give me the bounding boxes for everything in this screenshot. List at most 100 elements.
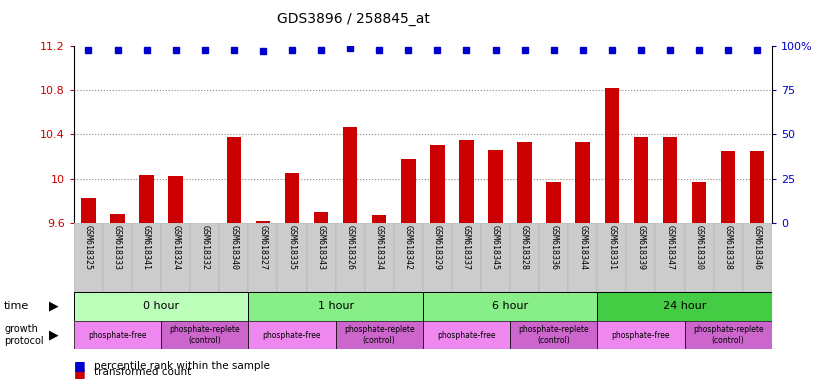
Bar bbox=[598, 292, 772, 321]
Text: GSM618345: GSM618345 bbox=[491, 225, 500, 270]
Bar bbox=[423, 292, 598, 321]
Bar bbox=[336, 321, 423, 349]
Bar bbox=[110, 214, 125, 223]
Bar bbox=[394, 223, 423, 292]
Bar bbox=[488, 150, 502, 223]
Text: GSM618334: GSM618334 bbox=[374, 225, 383, 270]
Text: GSM618346: GSM618346 bbox=[753, 225, 762, 270]
Bar bbox=[255, 220, 270, 223]
Bar bbox=[452, 223, 481, 292]
Bar bbox=[365, 223, 394, 292]
Bar bbox=[372, 215, 387, 223]
Bar bbox=[721, 151, 736, 223]
Text: phosphate-replete
(control): phosphate-replete (control) bbox=[518, 325, 589, 345]
Text: 24 hour: 24 hour bbox=[663, 301, 706, 311]
Bar bbox=[547, 182, 561, 223]
Text: growth
protocol: growth protocol bbox=[4, 324, 44, 346]
Bar bbox=[626, 223, 655, 292]
Bar bbox=[459, 140, 474, 223]
Bar bbox=[576, 142, 590, 223]
Bar bbox=[227, 137, 241, 223]
Bar bbox=[743, 223, 772, 292]
Bar bbox=[539, 223, 568, 292]
Text: phosphate-replete
(control): phosphate-replete (control) bbox=[693, 325, 764, 345]
Text: GSM618342: GSM618342 bbox=[404, 225, 413, 270]
Bar bbox=[168, 176, 183, 223]
Text: time: time bbox=[4, 301, 30, 311]
Text: 6 hour: 6 hour bbox=[492, 301, 528, 311]
Text: ■: ■ bbox=[74, 359, 85, 372]
Bar bbox=[423, 321, 510, 349]
Text: GSM618325: GSM618325 bbox=[84, 225, 93, 270]
Bar bbox=[713, 223, 743, 292]
Text: GSM618337: GSM618337 bbox=[462, 225, 471, 270]
Bar bbox=[481, 223, 510, 292]
Text: phosphate-free: phosphate-free bbox=[263, 331, 321, 339]
Bar bbox=[634, 137, 648, 223]
Bar bbox=[277, 223, 306, 292]
Bar bbox=[74, 292, 248, 321]
Bar bbox=[190, 223, 219, 292]
Text: GSM618339: GSM618339 bbox=[636, 225, 645, 270]
Text: GSM618338: GSM618338 bbox=[723, 225, 732, 270]
Text: GSM618340: GSM618340 bbox=[229, 225, 238, 270]
Bar bbox=[430, 146, 445, 223]
Bar bbox=[343, 127, 357, 223]
Text: GSM618336: GSM618336 bbox=[549, 225, 558, 270]
Text: GSM618335: GSM618335 bbox=[287, 225, 296, 270]
Bar bbox=[161, 223, 190, 292]
Text: GSM618347: GSM618347 bbox=[666, 225, 675, 270]
Bar bbox=[248, 321, 336, 349]
Bar bbox=[750, 151, 764, 223]
Bar bbox=[401, 159, 415, 223]
Text: phosphate-replete
(control): phosphate-replete (control) bbox=[169, 325, 240, 345]
Text: GSM618324: GSM618324 bbox=[171, 225, 180, 270]
Bar bbox=[248, 223, 277, 292]
Text: GSM618326: GSM618326 bbox=[346, 225, 355, 270]
Bar bbox=[685, 223, 713, 292]
Text: GSM618328: GSM618328 bbox=[520, 225, 529, 270]
Bar bbox=[604, 88, 619, 223]
Text: GSM618344: GSM618344 bbox=[578, 225, 587, 270]
Bar bbox=[198, 223, 212, 227]
Text: GSM618341: GSM618341 bbox=[142, 225, 151, 270]
Bar bbox=[568, 223, 598, 292]
Text: GSM618332: GSM618332 bbox=[200, 225, 209, 270]
Text: ▶: ▶ bbox=[48, 300, 58, 313]
Bar bbox=[517, 142, 532, 223]
Text: 1 hour: 1 hour bbox=[318, 301, 354, 311]
Bar bbox=[685, 321, 772, 349]
Text: GSM618327: GSM618327 bbox=[259, 225, 268, 270]
Text: percentile rank within the sample: percentile rank within the sample bbox=[94, 361, 270, 371]
Text: ■: ■ bbox=[74, 366, 85, 379]
Bar bbox=[663, 137, 677, 223]
Text: GSM618331: GSM618331 bbox=[608, 225, 617, 270]
Bar bbox=[140, 175, 154, 223]
Bar bbox=[306, 223, 336, 292]
Text: GSM618333: GSM618333 bbox=[113, 225, 122, 270]
Text: phosphate-replete
(control): phosphate-replete (control) bbox=[344, 325, 415, 345]
Bar bbox=[655, 223, 685, 292]
Text: ▶: ▶ bbox=[48, 329, 58, 341]
Bar bbox=[248, 292, 423, 321]
Text: GDS3896 / 258845_at: GDS3896 / 258845_at bbox=[277, 12, 429, 25]
Bar bbox=[510, 321, 598, 349]
Bar bbox=[336, 223, 365, 292]
Bar bbox=[598, 223, 626, 292]
Bar bbox=[219, 223, 248, 292]
Text: phosphate-free: phosphate-free bbox=[437, 331, 496, 339]
Text: GSM618329: GSM618329 bbox=[433, 225, 442, 270]
Text: 0 hour: 0 hour bbox=[143, 301, 179, 311]
Text: phosphate-free: phosphate-free bbox=[88, 331, 147, 339]
Bar bbox=[161, 321, 249, 349]
Bar bbox=[692, 182, 706, 223]
Bar bbox=[74, 321, 161, 349]
Bar bbox=[423, 223, 452, 292]
Bar bbox=[314, 212, 328, 223]
Bar bbox=[74, 223, 103, 292]
Bar bbox=[510, 223, 539, 292]
Bar bbox=[598, 321, 685, 349]
Text: GSM618343: GSM618343 bbox=[317, 225, 326, 270]
Text: transformed count: transformed count bbox=[94, 367, 191, 377]
Bar bbox=[132, 223, 161, 292]
